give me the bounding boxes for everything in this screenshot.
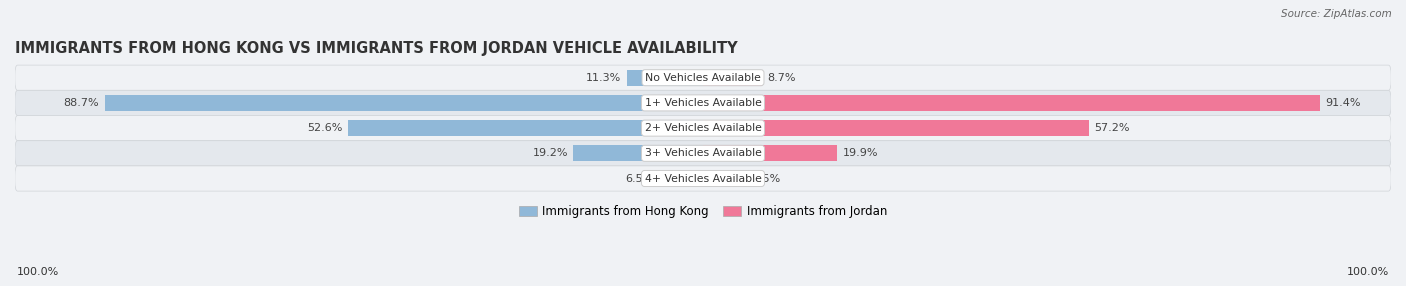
Text: 52.6%: 52.6% [308,123,343,133]
Text: 1+ Vehicles Available: 1+ Vehicles Available [644,98,762,108]
Text: Source: ZipAtlas.com: Source: ZipAtlas.com [1281,9,1392,19]
Text: 19.2%: 19.2% [533,148,568,158]
Bar [627,70,703,86]
Text: 19.9%: 19.9% [842,148,879,158]
Text: 57.2%: 57.2% [1094,123,1129,133]
FancyBboxPatch shape [15,90,1391,116]
Text: 100.0%: 100.0% [17,267,59,277]
FancyBboxPatch shape [15,65,1391,90]
Text: 88.7%: 88.7% [63,98,100,108]
Text: 11.3%: 11.3% [586,73,621,83]
Bar [703,171,747,186]
FancyBboxPatch shape [15,166,1391,191]
Text: 3+ Vehicles Available: 3+ Vehicles Available [644,148,762,158]
Legend: Immigrants from Hong Kong, Immigrants from Jordan: Immigrants from Hong Kong, Immigrants fr… [515,200,891,223]
Text: IMMIGRANTS FROM HONG KONG VS IMMIGRANTS FROM JORDAN VEHICLE AVAILABILITY: IMMIGRANTS FROM HONG KONG VS IMMIGRANTS … [15,41,738,56]
Bar [703,146,837,161]
Text: 4+ Vehicles Available: 4+ Vehicles Available [644,174,762,184]
Text: 8.7%: 8.7% [768,73,796,83]
FancyBboxPatch shape [15,116,1391,141]
FancyBboxPatch shape [15,141,1391,166]
Bar [703,70,762,86]
Bar [659,171,703,186]
Bar [349,120,703,136]
Text: 91.4%: 91.4% [1324,98,1361,108]
Bar [703,120,1088,136]
Text: No Vehicles Available: No Vehicles Available [645,73,761,83]
Text: 6.5%: 6.5% [626,174,654,184]
Bar [703,95,1319,111]
Text: 100.0%: 100.0% [1347,267,1389,277]
Bar [574,146,703,161]
Bar [104,95,703,111]
Text: 2+ Vehicles Available: 2+ Vehicles Available [644,123,762,133]
Text: 6.5%: 6.5% [752,174,780,184]
